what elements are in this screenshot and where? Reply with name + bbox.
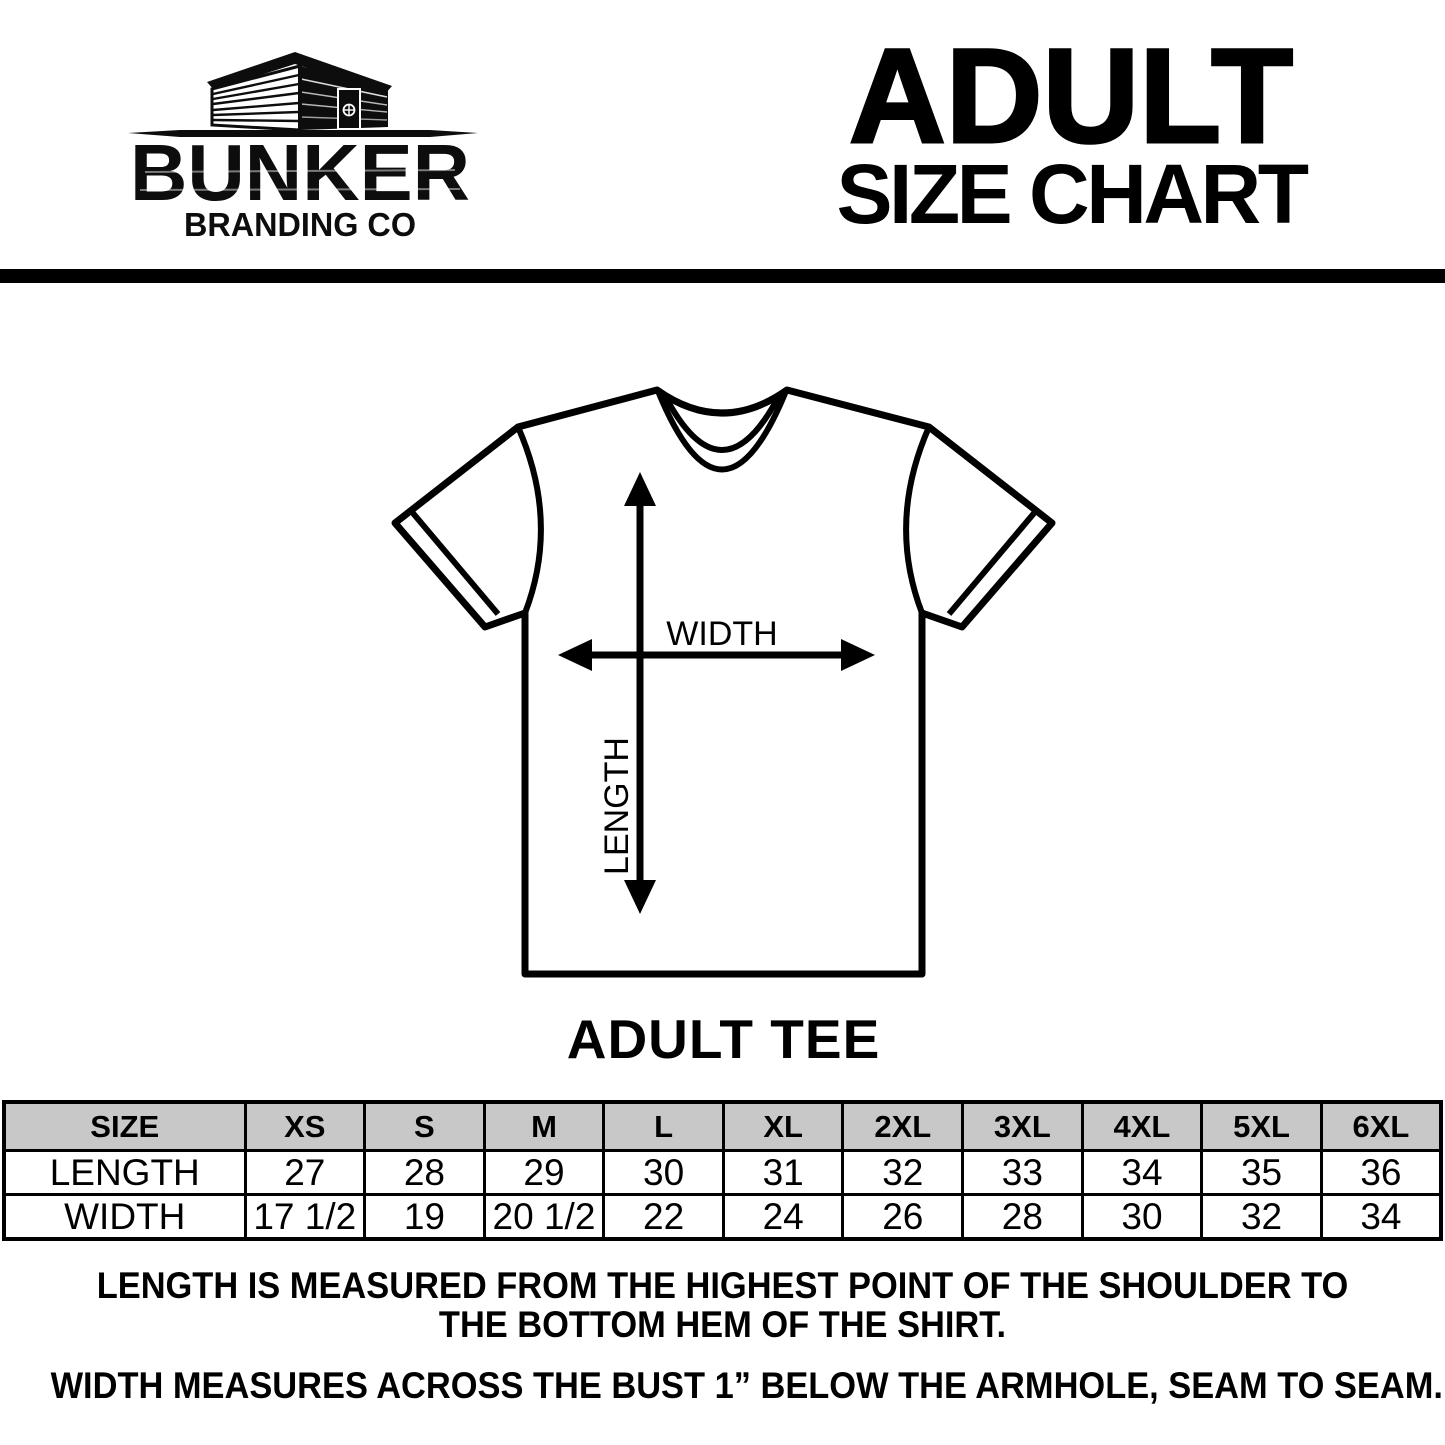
brand-subtitle: BRANDING CO bbox=[184, 206, 416, 243]
left-armhole-seam bbox=[515, 425, 544, 615]
brand-name: BUNKER bbox=[130, 128, 470, 217]
collar-inner-curve bbox=[661, 392, 783, 453]
table-row-length: LENGTH 27 28 29 30 31 32 33 34 35 36 bbox=[2, 1149, 1443, 1196]
measurement-cell: 30 bbox=[602, 1149, 725, 1196]
measurement-cell: 27 bbox=[243, 1149, 367, 1196]
length-note-line2: THE BOTTOM HEM OF THE SHIRT. bbox=[438, 1304, 1007, 1345]
measurement-cell: 32 bbox=[1200, 1193, 1323, 1241]
measurement-cell: 24 bbox=[721, 1193, 845, 1241]
brand-logo: BUNKER BRANDING CO bbox=[128, 52, 478, 243]
measurement-cell: 36 bbox=[1319, 1149, 1443, 1196]
measurement-cell: 30 bbox=[1080, 1193, 1204, 1241]
right-armhole-seam bbox=[903, 425, 932, 615]
measurement-cell: 31 bbox=[721, 1149, 845, 1196]
size-col-header-6xl: 6XL bbox=[1319, 1100, 1443, 1152]
bunker-building-icon bbox=[128, 52, 478, 137]
measurement-cell: 34 bbox=[1080, 1149, 1204, 1196]
measurement-cell: 28 bbox=[363, 1149, 486, 1196]
row-label-length: LENGTH bbox=[2, 1149, 247, 1196]
right-cuff-line bbox=[946, 510, 1038, 616]
measurement-cell: 29 bbox=[482, 1149, 606, 1196]
measurement-cell: 33 bbox=[961, 1149, 1084, 1196]
size-col-header-m: M bbox=[482, 1100, 606, 1152]
width-note: WIDTH MEASURES ACROSS THE BUST 1” BELOW … bbox=[50, 1365, 1443, 1406]
size-table-section: SIZE XS S M L XL 2XL 3XL 4XL 5XL 6XL LENGTH 27 28 29 3… bbox=[2, 1100, 1443, 1241]
measurement-cell: 19 bbox=[363, 1193, 486, 1241]
measurement-cell: 22 bbox=[602, 1193, 725, 1241]
table-row-width: WIDTH 17 1/2 19 20 1/2 22 24 26 28 30 32 34 bbox=[2, 1193, 1443, 1241]
page-title-adult: ADULT bbox=[847, 22, 1294, 171]
page-title-size-chart: SIZE CHART bbox=[836, 147, 1310, 241]
width-arrow-label: WIDTH bbox=[666, 615, 777, 653]
divider-bar bbox=[0, 269, 1445, 283]
width-arrow bbox=[558, 639, 875, 671]
measurement-cell: 35 bbox=[1200, 1149, 1323, 1196]
diagram-caption: ADULT TEE bbox=[566, 1008, 881, 1070]
footer-notes: LENGTH IS MEASURED FROM THE HIGHEST POIN… bbox=[0, 1266, 1445, 1405]
collar-outer-curve bbox=[655, 389, 789, 473]
size-table: SIZE XS S M L XL 2XL 3XL 4XL 5XL 6XL LENGTH 27 28 29 3… bbox=[2, 1100, 1443, 1241]
size-col-header-3xl: 3XL bbox=[961, 1100, 1084, 1152]
measurement-cell: 34 bbox=[1319, 1193, 1443, 1241]
vault-door-icon bbox=[337, 88, 361, 130]
size-table-header-row: SIZE XS S M L XL 2XL 3XL 4XL 5XL 6XL bbox=[2, 1100, 1443, 1152]
tshirt-outline bbox=[391, 386, 1056, 978]
size-col-header-xl: XL bbox=[721, 1100, 845, 1152]
size-col-header-4xl: 4XL bbox=[1080, 1100, 1204, 1152]
size-col-header-l: L bbox=[602, 1100, 725, 1152]
measurement-cell: 32 bbox=[841, 1149, 965, 1196]
page-title: ADULT SIZE CHART bbox=[828, 0, 1314, 260]
length-arrow bbox=[624, 472, 656, 914]
size-col-header-5xl: 5XL bbox=[1200, 1100, 1323, 1152]
measurement-cell: 17 1/2 bbox=[243, 1193, 367, 1241]
row-label-width: WIDTH bbox=[2, 1193, 247, 1241]
length-arrow-label: LENGTH bbox=[598, 737, 636, 875]
measurement-cell: 26 bbox=[841, 1193, 965, 1241]
size-col-header-xs: XS bbox=[243, 1100, 367, 1152]
measurement-cell: 28 bbox=[961, 1193, 1084, 1241]
left-cuff-line bbox=[409, 510, 501, 616]
size-col-header-s: S bbox=[363, 1100, 486, 1152]
tshirt-diagram: WIDTH LENGTH bbox=[391, 386, 1056, 978]
measurement-cell: 20 1/2 bbox=[482, 1193, 606, 1241]
size-table-corner-header: SIZE bbox=[2, 1100, 247, 1152]
size-col-header-2xl: 2XL bbox=[841, 1100, 965, 1152]
length-note-line1: LENGTH IS MEASURED FROM THE HIGHEST POIN… bbox=[96, 1265, 1349, 1306]
